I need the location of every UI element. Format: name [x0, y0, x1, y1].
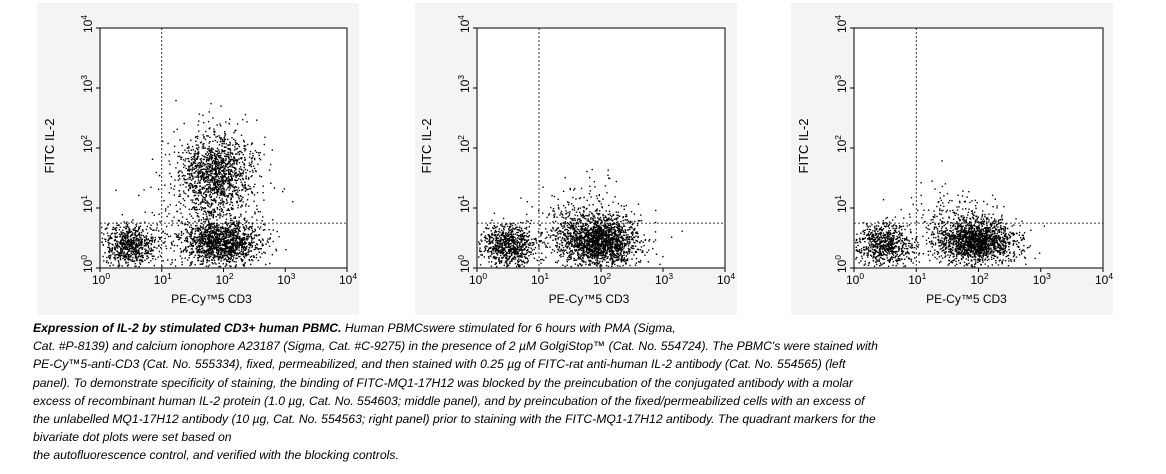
- x-tick-label: 102: [970, 271, 988, 287]
- plot-frame: [853, 27, 1104, 269]
- x-tick-label: 100: [92, 271, 110, 287]
- caption-line-2: Cat. #P-8139) and calcium ionophore A231…: [33, 339, 878, 354]
- y-axis-title: FITC IL-2: [796, 119, 811, 174]
- y-axis-title: FITC IL-2: [419, 119, 434, 174]
- y-tick-label: 102: [833, 135, 849, 153]
- y-tick-label: 101: [833, 195, 849, 213]
- x-tick-label: 100: [469, 271, 487, 287]
- caption-bold-lead: Expression of IL-2 by stimulated CD3+ hu…: [33, 321, 342, 335]
- dot-plot-left: 100 101 102 103 104 100 101 102 103 104 PE-Cy™5 CD…: [37, 3, 359, 315]
- x-axis-title: PE-Cy™5 CD3: [926, 292, 1007, 306]
- caption-line-1: Expression of IL-2 by stimulated CD3+ hu…: [33, 319, 1043, 337]
- dot-plot-svg: 100 101 102 103 104 100 101 102 103 104 PE-Cy™5 CD…: [37, 3, 1113, 315]
- y-tick-label: 102: [79, 135, 95, 153]
- population-1: [855, 208, 930, 268]
- y-tick-label: 100: [833, 255, 849, 273]
- population-2: [913, 205, 1046, 268]
- event-dots: [855, 160, 1046, 268]
- x-axis-title: PE-Cy™5 CD3: [171, 292, 252, 306]
- population-3: [150, 99, 273, 240]
- y-tick-label: 104: [456, 15, 472, 33]
- x-tick-label: 101: [908, 271, 926, 287]
- event-dots: [101, 99, 294, 268]
- caption-line-7: bivariate dot plots were set based on: [33, 430, 232, 445]
- population-1: [478, 212, 545, 268]
- population-2: [528, 203, 673, 268]
- y-tick-label: 100: [456, 255, 472, 273]
- caption-line-5: excess of recombinant human IL-2 protein…: [33, 393, 865, 408]
- x-tick-label: 100: [846, 271, 864, 287]
- x-tick-label: 103: [1033, 271, 1051, 287]
- y-tick-label: 102: [456, 135, 472, 153]
- y-tick-label: 104: [79, 15, 95, 33]
- x-tick-label: 101: [154, 271, 172, 287]
- x-axis-title: PE-Cy™5 CD3: [549, 292, 630, 306]
- y-tick-label: 104: [833, 15, 849, 33]
- x-tick-label: 104: [339, 271, 357, 287]
- dot-plot-middle: 100 101 102 103 104 100 101 102 103 104 PE-Cy™5 CD…: [415, 3, 737, 315]
- population-1: [101, 214, 173, 268]
- caption-line-8: the autofluorescence control, and verifi…: [33, 448, 399, 463]
- x-tick-label: 104: [717, 271, 735, 287]
- population-4: [115, 142, 294, 268]
- y-tick-label: 103: [79, 75, 95, 93]
- x-tick-label: 102: [215, 271, 233, 287]
- caption-line-4: panel). To demonstrate specificity of st…: [33, 375, 853, 390]
- caption-line-3: PE-Cy™5-anti-CD3 (Cat. No. 555334), fixe…: [33, 357, 846, 372]
- dot-plot-right: 100 101 102 103 104 100 101 102 103 104 PE-Cy™5 CD…: [791, 3, 1113, 315]
- figure-caption: Expression of IL-2 by stimulated CD3+ hu…: [33, 319, 1043, 465]
- y-axis-title: FITC IL-2: [42, 119, 57, 174]
- x-tick-label: 102: [593, 271, 611, 287]
- population-3: [502, 168, 683, 267]
- population-3: [882, 160, 1009, 266]
- caption-text: Human PBMCswere stimulated for 6 hours w…: [341, 321, 676, 335]
- y-tick-label: 101: [456, 195, 472, 213]
- y-tick-label: 103: [456, 75, 472, 93]
- x-tick-label: 104: [1095, 271, 1113, 287]
- y-tick-label: 103: [833, 75, 849, 93]
- caption-line-6: the unlabelled MQ1-17H12 antibody (10 µg…: [33, 412, 876, 427]
- x-tick-label: 103: [655, 271, 673, 287]
- dot-plot-figure: 100 101 102 103 104 100 101 102 103 104 PE-Cy™5 CD…: [37, 3, 1113, 315]
- x-tick-label: 101: [531, 271, 549, 287]
- x-tick-label: 103: [277, 271, 295, 287]
- event-dots: [478, 168, 683, 268]
- y-tick-label: 101: [79, 195, 95, 213]
- y-tick-label: 100: [79, 255, 95, 273]
